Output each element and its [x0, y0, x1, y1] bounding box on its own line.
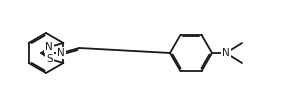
Text: S: S — [46, 54, 53, 64]
Text: N: N — [57, 48, 65, 58]
Text: N: N — [222, 48, 230, 58]
Text: N: N — [46, 42, 53, 52]
